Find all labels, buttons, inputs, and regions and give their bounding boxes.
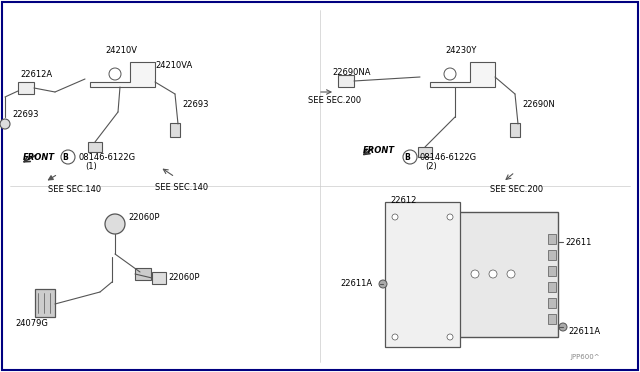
Circle shape (392, 214, 398, 220)
Text: 22611A: 22611A (340, 279, 372, 289)
Text: 24210VA: 24210VA (155, 61, 192, 70)
Bar (548, 298, 556, 308)
Text: 22611A: 22611A (568, 327, 600, 337)
Circle shape (471, 270, 479, 278)
FancyBboxPatch shape (448, 212, 558, 337)
Bar (548, 314, 556, 324)
Circle shape (447, 214, 453, 220)
Polygon shape (90, 62, 155, 87)
Circle shape (489, 270, 497, 278)
Circle shape (559, 323, 567, 331)
Text: 22693: 22693 (12, 109, 38, 119)
Text: 22690NA: 22690NA (332, 67, 371, 77)
FancyBboxPatch shape (385, 202, 460, 347)
Text: SEE SEC.140: SEE SEC.140 (48, 185, 101, 193)
Circle shape (507, 270, 515, 278)
Text: (2): (2) (425, 161, 436, 170)
Text: FRONT: FRONT (363, 145, 395, 154)
Bar (510, 123, 520, 137)
Circle shape (0, 119, 10, 129)
Text: JPP600^: JPP600^ (570, 354, 600, 360)
Text: (1): (1) (85, 161, 97, 170)
Bar (152, 272, 166, 284)
Text: 24210V: 24210V (105, 45, 137, 55)
Circle shape (61, 150, 75, 164)
Bar (418, 147, 432, 157)
Text: B: B (404, 153, 410, 161)
Polygon shape (430, 62, 495, 87)
Bar (135, 268, 151, 280)
Text: 22612: 22612 (390, 196, 417, 205)
Bar (35, 289, 55, 317)
Text: SEE SEC.200: SEE SEC.200 (308, 96, 361, 105)
Text: 08146-6122G: 08146-6122G (78, 153, 135, 161)
Text: 22060P: 22060P (128, 212, 159, 221)
Text: 22060P: 22060P (168, 273, 200, 282)
Circle shape (379, 280, 387, 288)
Bar (170, 123, 180, 137)
Text: SEE SEC.200: SEE SEC.200 (490, 185, 543, 193)
Circle shape (392, 334, 398, 340)
Text: 24230Y: 24230Y (445, 45, 476, 55)
Bar (548, 266, 556, 276)
Text: 22693: 22693 (182, 99, 209, 109)
Text: 22690N: 22690N (522, 99, 555, 109)
Text: B: B (62, 153, 68, 161)
Text: 22611: 22611 (565, 237, 591, 247)
Circle shape (447, 334, 453, 340)
Circle shape (105, 214, 125, 234)
Circle shape (109, 68, 121, 80)
Bar (338, 75, 354, 87)
Text: FRONT: FRONT (23, 153, 55, 161)
Circle shape (444, 68, 456, 80)
Bar (18, 82, 34, 94)
Text: 24079G: 24079G (15, 320, 48, 328)
Bar (548, 234, 556, 244)
Text: 22612A: 22612A (20, 70, 52, 78)
Circle shape (403, 150, 417, 164)
Bar (88, 142, 102, 152)
Text: SEE SEC.140: SEE SEC.140 (155, 183, 208, 192)
Bar (548, 282, 556, 292)
Bar (548, 250, 556, 260)
Text: 08146-6122G: 08146-6122G (420, 153, 477, 161)
